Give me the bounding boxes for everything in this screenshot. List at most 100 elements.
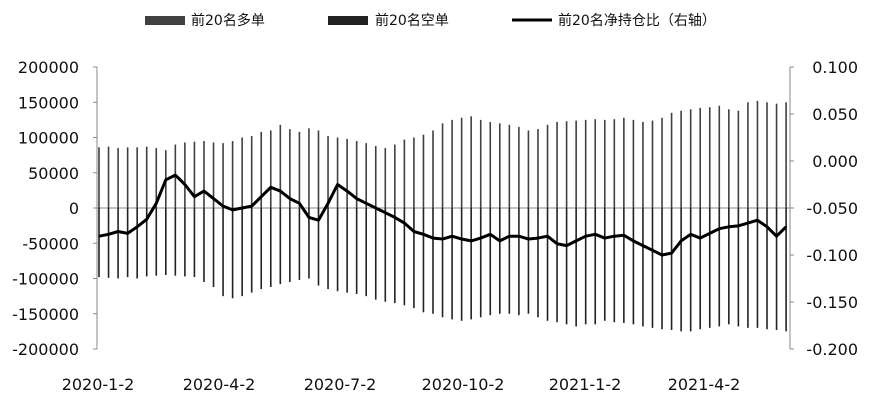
short-bar [766,208,768,330]
long-bar [766,102,768,208]
net-ratio-point [632,240,635,242]
net-ratio-point [298,202,300,204]
short-bar [470,208,472,320]
long-bar [308,128,310,208]
net-ratio-point [766,226,768,228]
net-ratio-point [651,249,654,251]
net-ratio-point [480,237,482,239]
axes [96,67,791,349]
long-bar [365,143,367,208]
short-bar [145,208,148,277]
short-bar [136,208,138,279]
long-bar [603,119,606,209]
short-bar [594,208,597,325]
long-bar [689,109,692,208]
short-bar [384,208,387,302]
long-bar [470,116,472,208]
net-ratio-point [785,226,787,228]
long-bar [413,137,415,208]
net-ratio-point [251,205,253,207]
net-ratio-point [203,190,205,192]
short-bar [203,208,205,283]
long-bar [718,105,721,208]
long-bar [708,107,711,208]
short-bar [403,208,406,306]
legend-label-net: 前20名净持仓比（右轴） [558,12,716,29]
short-bar [670,208,673,330]
short-bar [193,208,196,278]
long-bar [432,130,434,208]
net-ratio-point [174,174,176,176]
legend-label-short: 前20名空单 [375,12,449,29]
long-bar [126,147,129,208]
long-bar [613,119,616,208]
short-bar [728,208,730,325]
net-ratio-point [470,240,472,242]
net-ratio-point [756,219,759,221]
long-bar [403,139,406,208]
long-bar [193,141,196,208]
long-bar [527,130,530,208]
x-tick-label: 2020-4-2 [183,375,256,394]
long-bar [632,119,635,209]
net-ratio-point [594,233,596,235]
short-bars [98,208,787,332]
short-bar [155,208,158,276]
net-ratio-point [556,243,558,245]
long-bar [508,124,511,208]
long-bar [374,145,377,208]
net-ratio-point [441,238,444,240]
short-bar [575,208,577,327]
long-bar [728,109,730,208]
short-bar [355,208,358,295]
short-bar [184,208,186,277]
net-ratio-point [270,186,272,188]
short-bar [107,208,110,278]
right-y-tick-label: 0.100 [812,58,858,77]
net-ratio-point [327,202,329,204]
net-ratio-point [107,233,110,235]
long-bar [546,124,549,208]
long-bar [279,124,282,208]
short-bar [231,208,234,299]
short-bar [632,208,635,325]
long-bar [661,117,663,208]
short-bar [489,208,492,316]
net-ratio-point [518,235,520,237]
short-bar [460,208,463,321]
net-ratio-point [461,238,463,240]
long-bars [98,100,787,209]
x-tick-label: 2020-1-2 [62,375,135,394]
net-ratio-point [260,196,262,198]
net-ratio-line [98,173,788,257]
short-bar [422,208,425,313]
net-ratio-point [232,209,234,211]
net-ratio-point [241,207,243,209]
net-ratio-point [413,230,415,233]
short-bar [241,208,243,297]
long-bar [346,138,348,208]
short-bar [117,208,119,279]
net-ratio-point [127,232,129,234]
net-ratio-point [661,254,663,256]
legend-swatch-long [145,16,185,25]
long-bar [756,100,759,208]
long-bar [651,120,654,208]
long-bar [260,131,263,208]
right-y-tick-label: -0.200 [806,340,858,359]
right-y-tick-label: -0.150 [806,293,858,312]
net-ratio-point [680,240,682,242]
short-bar [785,208,787,332]
net-ratio-point [537,237,539,239]
net-ratio-point [690,233,692,235]
net-ratio-point [279,190,281,192]
short-bar [451,208,453,320]
x-tick-label: 2021-1-2 [549,375,622,394]
left-y-tick-label: -150000 [12,305,79,324]
right-y-tick-label: 0.000 [812,152,858,171]
long-bar [441,123,444,208]
long-bar [231,141,234,208]
net-ratio-point [375,207,377,209]
short-bar [737,208,740,327]
